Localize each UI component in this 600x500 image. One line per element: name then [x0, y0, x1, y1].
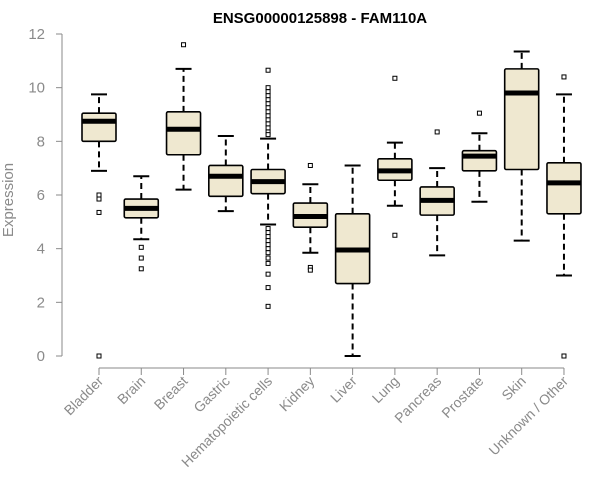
y-tick-label: 2: [37, 294, 45, 311]
outlier-point: [265, 121, 271, 127]
box-skin: [503, 50, 540, 242]
box-brain: [123, 175, 160, 272]
iqr-box: [208, 164, 244, 198]
y-axis: 0 2 4 6 8 10 12: [28, 26, 63, 365]
outlier-point: [392, 75, 398, 81]
outlier-point: [96, 192, 102, 198]
outlier-point: [265, 234, 271, 240]
boxes: [81, 42, 582, 359]
outlier-point: [265, 89, 271, 95]
iqr-box: [546, 162, 582, 215]
chart-title: ENSG00000125898 - FAM110A: [213, 10, 427, 27]
outlier-point: [265, 117, 271, 123]
outlier-point: [265, 226, 271, 232]
iqr-box: [503, 68, 540, 171]
outlier-point: [307, 267, 313, 273]
x-tick-label: Brain: [114, 373, 148, 407]
box-lung: [377, 75, 413, 238]
box-pancreas: [419, 129, 455, 257]
outlier-point: [434, 129, 440, 135]
outlier-point: [181, 42, 187, 48]
box-hematopoietic-cells: [250, 67, 286, 309]
outlier-point: [265, 101, 271, 107]
outlier-point: [265, 67, 271, 73]
box-gastric: [208, 134, 244, 213]
y-tick-label: 4: [37, 241, 45, 258]
outlier-point: [265, 303, 271, 309]
outlier-point: [265, 255, 271, 261]
outlier-point: [265, 105, 271, 111]
y-tick-label: 6: [37, 187, 45, 204]
outlier-point: [265, 250, 271, 256]
outlier-point: [265, 125, 271, 131]
outlier-point: [561, 74, 567, 80]
iqr-box: [81, 112, 117, 143]
box-prostate: [461, 110, 498, 203]
outlier-point: [265, 230, 271, 236]
outlier-point: [265, 242, 271, 248]
x-tick-label: Kidney: [276, 373, 318, 415]
box-breast: [165, 42, 202, 191]
y-axis-label: Expression: [0, 163, 17, 237]
outlier-point: [265, 260, 271, 266]
outlier-point: [138, 255, 144, 261]
y-tick-label: 8: [37, 133, 45, 150]
outlier-point: [265, 97, 271, 103]
x-tick-label: Pancreas: [391, 373, 444, 426]
y-tick-label: 0: [37, 348, 45, 365]
y-tick-label: 12: [28, 26, 45, 43]
outlier-point: [265, 113, 271, 119]
outlier-point: [476, 110, 482, 116]
outlier-point: [265, 109, 271, 115]
outlier-point: [96, 353, 102, 359]
outlier-point: [265, 271, 271, 277]
outlier-point: [265, 93, 271, 99]
box-bladder: [81, 93, 117, 359]
outlier-point: [96, 209, 102, 215]
outlier-point: [265, 85, 271, 91]
x-tick-label: Breast: [151, 373, 191, 413]
x-tick-label: Prostate: [438, 373, 486, 421]
box-kidney: [292, 162, 329, 273]
x-tick-label: Unknown / Other: [485, 373, 571, 459]
outlier-point: [138, 266, 144, 272]
outlier-point: [265, 246, 271, 252]
box-liver: [334, 164, 371, 357]
x-tick-label: Lung: [369, 373, 402, 406]
x-tick-label: Liver: [327, 373, 360, 406]
outlier-point: [307, 162, 313, 168]
x-tick-label: Skin: [498, 373, 529, 404]
outlier-point: [265, 132, 271, 138]
outlier-point: [138, 244, 144, 250]
outlier-point: [392, 232, 398, 238]
box-unknown-other: [546, 74, 582, 359]
outlier-point: [561, 353, 567, 359]
outlier-point: [96, 196, 102, 202]
outlier-point: [265, 238, 271, 244]
outlier-point: [265, 285, 271, 291]
y-tick-label: 10: [28, 80, 45, 97]
x-tick-label: Bladder: [61, 373, 107, 419]
iqr-box: [165, 111, 202, 156]
